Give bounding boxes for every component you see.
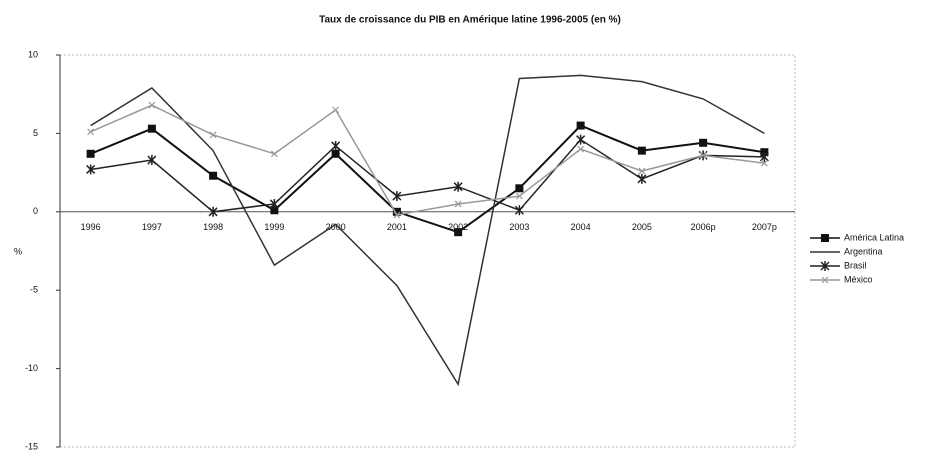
data-point <box>577 145 585 153</box>
x-tick-label: 2002 <box>448 222 468 232</box>
data-point <box>759 151 769 162</box>
series-line <box>90 124 765 234</box>
data-point <box>147 155 157 166</box>
legend-label: Brasil <box>844 260 867 270</box>
data-point <box>208 206 218 217</box>
legend-marker <box>821 276 829 284</box>
data-point <box>270 206 279 215</box>
data-point <box>453 181 463 192</box>
data-point <box>86 149 95 158</box>
data-point <box>147 124 156 133</box>
data-point <box>209 131 217 139</box>
legend-label: Argentina <box>844 246 883 256</box>
y-tick-label: -10 <box>25 363 38 373</box>
data-point <box>270 150 278 158</box>
legend-label: México <box>844 274 873 284</box>
y-tick-label: 5 <box>33 128 38 138</box>
series-line <box>90 138 765 213</box>
x-tick-label: 2005 <box>632 222 652 232</box>
data-point <box>148 101 156 109</box>
x-tick-label: 2007p <box>752 222 777 232</box>
data-point <box>209 171 218 180</box>
x-tick-label: 2000 <box>326 222 346 232</box>
y-tick-label: -5 <box>30 285 38 295</box>
series-line <box>90 74 765 387</box>
data-point <box>515 184 524 193</box>
data-point <box>269 198 279 209</box>
data-point <box>514 205 524 216</box>
x-tick-label: 2004 <box>571 222 591 232</box>
chart-title: Taux de croissance du PIB en Amérique la… <box>319 15 621 26</box>
x-tick-label: 1999 <box>264 222 284 232</box>
x-tick-label: 1996 <box>81 222 101 232</box>
data-point <box>699 138 708 147</box>
legend-marker <box>821 234 829 242</box>
data-point <box>454 228 463 237</box>
data-point <box>86 164 96 175</box>
x-tick-label: 1997 <box>142 222 162 232</box>
data-point <box>393 211 401 219</box>
x-tick-label: 2003 <box>509 222 529 232</box>
data-point <box>392 207 401 216</box>
data-point <box>454 200 462 208</box>
data-point <box>332 106 340 114</box>
data-point <box>637 173 647 184</box>
data-point <box>331 149 340 158</box>
data-point <box>699 151 707 159</box>
y-axis-label: % <box>14 246 22 256</box>
data-point <box>392 191 402 202</box>
legend-label: América Latina <box>844 232 904 242</box>
series-line <box>90 104 765 216</box>
data-point <box>87 128 95 136</box>
x-tick-label: 1998 <box>203 222 223 232</box>
y-tick-label: 10 <box>28 49 38 59</box>
data-point <box>576 134 586 145</box>
data-point <box>637 146 646 155</box>
data-point <box>638 167 646 175</box>
x-tick-label: 2001 <box>387 222 407 232</box>
y-tick-label: -15 <box>25 441 38 450</box>
data-point <box>331 140 341 151</box>
data-point <box>515 192 523 200</box>
data-point <box>576 121 585 130</box>
y-tick-label: 0 <box>33 206 38 216</box>
legend-marker <box>820 261 830 271</box>
x-tick-label: 2006p <box>691 222 716 232</box>
data-point <box>760 159 768 167</box>
